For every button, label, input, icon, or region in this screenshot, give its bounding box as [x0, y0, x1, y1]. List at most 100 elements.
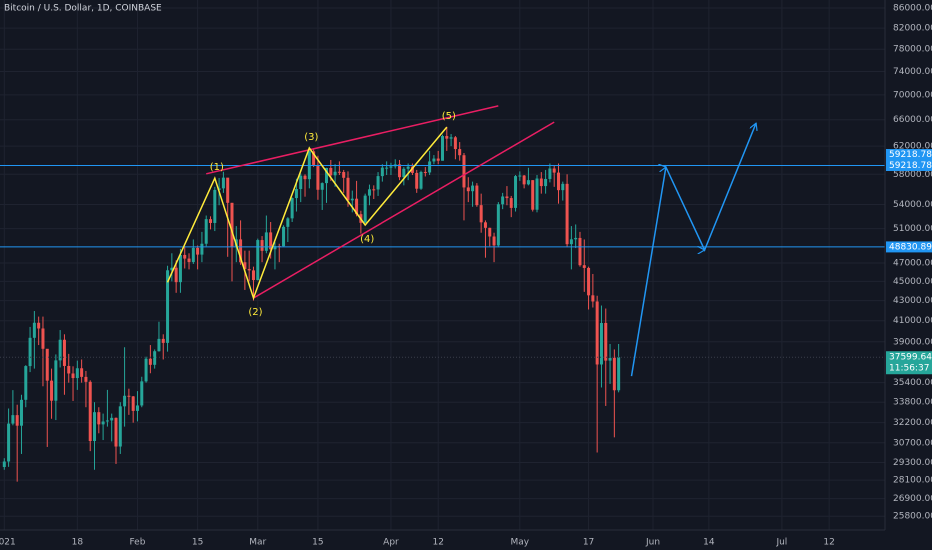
- candle-body: [7, 423, 11, 462]
- candle-body: [329, 167, 333, 176]
- candle-body: [312, 151, 316, 165]
- candle-body: [544, 178, 548, 187]
- candle-body: [337, 171, 341, 173]
- candle-body: [251, 270, 255, 281]
- candle-body: [62, 339, 66, 366]
- y-tick-label: 43000.00: [893, 296, 932, 306]
- chart-title: Bitcoin / U.S. Dollar, 1D, COINBASE: [4, 4, 162, 14]
- y-tick-label: 45000.00: [893, 277, 932, 287]
- candle-body: [239, 239, 243, 263]
- candle-body: [243, 262, 247, 270]
- candle-body: [166, 270, 170, 343]
- candle-body: [402, 168, 406, 178]
- candle-body: [591, 295, 595, 302]
- price-label-box: [886, 149, 932, 161]
- candle-body: [419, 171, 423, 189]
- candle-body: [595, 301, 599, 365]
- y-tick-label: 30700.00: [893, 438, 932, 448]
- candle-body: [526, 180, 530, 185]
- price-label: 48830.89: [889, 242, 932, 252]
- x-tick-label: 2021: [0, 538, 16, 548]
- wave-label: (5): [442, 111, 456, 122]
- candle-body: [135, 405, 139, 411]
- candle-body: [41, 328, 45, 349]
- axes: 86000.00 82000.00 78000.00 74000.00 70000.00…: [0, 4, 932, 548]
- candle-body: [462, 155, 466, 188]
- price-label-box: [886, 241, 932, 253]
- last-price-label: 37599.64: [889, 353, 932, 363]
- x-tick-label: 15: [192, 538, 203, 548]
- candle-body: [350, 198, 354, 201]
- candle-body: [582, 265, 586, 268]
- candle-body: [161, 338, 165, 343]
- candle-body: [247, 269, 251, 271]
- candle-body: [114, 417, 118, 447]
- candle-body: [509, 198, 513, 208]
- candle-body: [28, 337, 32, 367]
- price-label: 59218.78: [889, 150, 932, 160]
- y-tick-label: 41000.00: [893, 316, 932, 326]
- candle-body: [522, 175, 526, 185]
- x-tick-label: 18: [72, 538, 84, 548]
- candle-body: [617, 357, 621, 391]
- wave-label: (2): [248, 307, 262, 318]
- trendline: [206, 105, 499, 175]
- wave-line: [166, 126, 448, 301]
- candle-body: [131, 396, 135, 411]
- candle-body: [226, 177, 230, 203]
- candle-body: [32, 322, 36, 338]
- candle-body: [75, 368, 79, 379]
- candle-body: [174, 267, 178, 283]
- candle-body: [123, 395, 127, 407]
- candle-body: [355, 198, 359, 215]
- candle-body: [71, 373, 75, 379]
- candle-body: [492, 236, 496, 246]
- candle-body: [144, 358, 148, 382]
- candle-body: [282, 226, 286, 247]
- y-tick-label: 82000.00: [893, 24, 932, 34]
- candle-body: [260, 240, 264, 251]
- candle-body: [466, 187, 470, 192]
- candle-body: [316, 164, 320, 190]
- candle-body: [479, 205, 483, 223]
- candle-body: [432, 158, 436, 162]
- candle-body: [453, 137, 457, 150]
- candle-body: [612, 357, 616, 391]
- candle-body: [496, 204, 500, 246]
- last-price-box: [886, 351, 932, 375]
- candle-body: [264, 232, 268, 251]
- wave-label: (4): [360, 234, 374, 245]
- candle-body: [458, 149, 462, 156]
- wave-label: (3): [304, 132, 318, 143]
- y-tick-label: 26900.00: [893, 494, 932, 504]
- candle-body: [269, 232, 273, 250]
- candle-body: [346, 177, 350, 201]
- candle-body: [415, 172, 419, 189]
- candle-body: [221, 177, 225, 189]
- candle-body: [440, 136, 445, 161]
- candle-body: [67, 365, 71, 374]
- x-tick-label: 12: [823, 538, 834, 548]
- candle-body: [574, 237, 578, 240]
- candle-body: [84, 376, 88, 382]
- y-tick-label: 66000.00: [893, 115, 932, 125]
- candle-body: [110, 417, 114, 421]
- candle-body: [325, 167, 329, 184]
- candle-body: [170, 267, 174, 271]
- candle-body: [410, 166, 414, 173]
- y-tick-label: 32200.00: [893, 418, 932, 428]
- x-tick-label: 17: [583, 538, 594, 548]
- candle-body: [209, 219, 213, 223]
- candle-body: [436, 158, 440, 161]
- candle-body: [105, 420, 109, 422]
- candle-body: [58, 339, 62, 361]
- candle-body: [604, 322, 608, 361]
- candle-body: [333, 171, 337, 176]
- plot-area: (1) (2) (3) (4) (5): [0, 105, 885, 482]
- candle-body: [140, 381, 144, 406]
- candle-body: [342, 172, 346, 178]
- x-tick-label: Mar: [249, 538, 266, 548]
- candle-body: [449, 137, 453, 139]
- y-tick-label: 51000.00: [893, 224, 932, 234]
